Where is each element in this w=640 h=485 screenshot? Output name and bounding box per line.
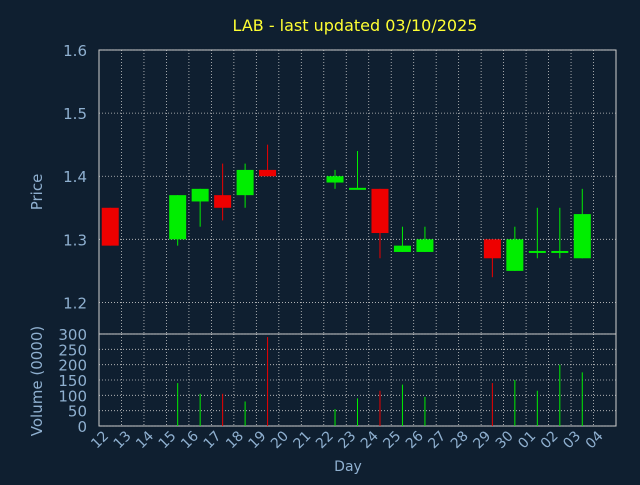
x-tick-label: 22 bbox=[313, 428, 337, 452]
candle-body bbox=[236, 169, 254, 196]
candle-body bbox=[483, 239, 501, 259]
price-plot-frame bbox=[98, 49, 617, 335]
volume-tick-label: 300 bbox=[58, 326, 87, 344]
x-tick-label: 15 bbox=[156, 428, 180, 452]
candle-body bbox=[393, 245, 411, 252]
price-panel: 1.2 1.3 1.4 1.5 1.6 bbox=[63, 42, 617, 335]
chart-title: LAB - last updated 03/10/2025 bbox=[233, 16, 478, 35]
x-tick-label: 03 bbox=[560, 428, 584, 452]
x-tick-label: 30 bbox=[493, 428, 517, 452]
x-tick-label: 20 bbox=[268, 428, 292, 452]
price-tick-label: 1.4 bbox=[63, 168, 87, 186]
candle-body bbox=[101, 207, 119, 246]
x-tick-label: 04 bbox=[583, 428, 607, 452]
x-tick-label: 29 bbox=[470, 428, 494, 452]
x-tick-label: 24 bbox=[358, 428, 382, 452]
candle-body bbox=[169, 195, 187, 240]
x-tick-label: 01 bbox=[515, 428, 539, 452]
volume-tick-label: 200 bbox=[58, 357, 87, 375]
candle-body bbox=[506, 239, 524, 271]
x-tick-label: 13 bbox=[111, 428, 135, 452]
x-tick-label: 21 bbox=[291, 428, 315, 452]
x-tick-label: 16 bbox=[178, 428, 202, 452]
x-tick-label: 23 bbox=[335, 428, 359, 452]
x-tick-label: 02 bbox=[538, 428, 562, 452]
volume-tick-label: 0 bbox=[77, 418, 87, 436]
candle-body bbox=[371, 188, 389, 234]
x-tick-label: 17 bbox=[201, 428, 225, 452]
x-tick-label: 18 bbox=[223, 428, 247, 452]
x-tick-label: 26 bbox=[403, 428, 427, 452]
x-tick-label: 27 bbox=[425, 428, 449, 452]
candle-body bbox=[349, 187, 366, 190]
x-axis-label: Day bbox=[334, 459, 362, 475]
volume-axis-label: Volume (0000) bbox=[28, 326, 46, 436]
volume-tick-label: 100 bbox=[58, 387, 87, 405]
candle-body bbox=[259, 169, 277, 177]
x-tick-label: 25 bbox=[380, 428, 404, 452]
price-tick-label: 1.2 bbox=[63, 294, 87, 312]
x-tick-label: 14 bbox=[133, 428, 157, 452]
candle-body bbox=[214, 195, 232, 208]
candle-body bbox=[191, 188, 209, 202]
x-tick-label: 28 bbox=[448, 428, 472, 452]
candle-body bbox=[416, 239, 434, 252]
price-tick-label: 1.6 bbox=[63, 42, 87, 60]
candle-body bbox=[326, 176, 344, 183]
candle-body bbox=[573, 214, 591, 259]
price-axis-label: Price bbox=[28, 174, 46, 211]
price-tick-label: 1.5 bbox=[63, 105, 87, 123]
volume-tick-label: 250 bbox=[58, 341, 87, 359]
price-tick-label: 1.3 bbox=[63, 231, 87, 249]
volume-tick-label: 50 bbox=[68, 403, 87, 421]
x-tick-label: 19 bbox=[246, 428, 270, 452]
x-tick-labels: 1213141516171819202122232425262728293001… bbox=[88, 428, 606, 452]
candle-body bbox=[528, 250, 546, 253]
candle-body bbox=[551, 250, 569, 253]
volume-tick-label: 150 bbox=[58, 372, 87, 390]
x-tick-label: 12 bbox=[88, 428, 112, 452]
